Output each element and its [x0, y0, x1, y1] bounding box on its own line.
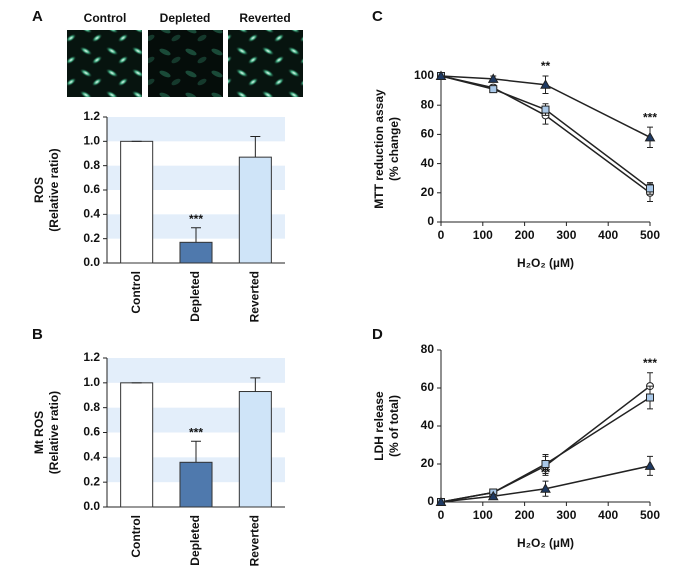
marker	[487, 73, 499, 83]
image-label: Reverted	[239, 11, 290, 25]
y-tick-label: 40	[421, 418, 435, 432]
y-axis-label: (% change)	[387, 117, 401, 181]
error-bar	[250, 377, 261, 392]
bar	[120, 140, 154, 264]
x-tick-label: 200	[515, 228, 535, 242]
y-tick-label: 80	[421, 97, 435, 111]
y-axis-label: (Relative ratio)	[47, 148, 61, 231]
y-tick-label: 0.4	[83, 207, 100, 221]
y-tick-label: 0.6	[83, 182, 100, 196]
marker	[644, 460, 656, 470]
grid-band	[107, 117, 285, 142]
series-line	[440, 465, 651, 503]
annotation: ***	[643, 356, 657, 370]
marker	[646, 393, 654, 402]
annotation: **	[541, 465, 551, 479]
marker	[541, 460, 550, 468]
marker	[489, 85, 498, 94]
y-axis-label: ROS	[32, 177, 46, 203]
y-tick-label: 0	[427, 494, 434, 508]
y-tick-label: 0.8	[83, 400, 100, 414]
error-bar	[191, 227, 201, 243]
y-tick-label: 100	[414, 68, 434, 82]
image-label: Control	[84, 11, 127, 25]
marker	[435, 496, 447, 506]
y-tick-label: 20	[421, 185, 435, 199]
y-tick-label: 0.8	[83, 158, 100, 172]
x-axis-label: H₂O₂ (µM)	[517, 256, 574, 270]
y-tick-label: 0.2	[83, 231, 100, 245]
bar	[238, 156, 272, 264]
y-tick-label: 0.2	[83, 474, 100, 488]
y-tick-label: 60	[421, 380, 435, 394]
y-tick-label: 0	[427, 214, 434, 228]
x-tick-label: 300	[556, 508, 576, 522]
y-tick-label: 1.0	[83, 134, 100, 148]
panel-label: A	[32, 8, 43, 25]
x-tick-label: 500	[640, 228, 660, 242]
marker	[646, 184, 654, 193]
y-tick-label: 1.2	[83, 109, 100, 123]
y-tick-label: 60	[421, 127, 435, 141]
micrograph	[148, 30, 223, 97]
image-label: Depleted	[160, 11, 211, 25]
y-tick-label: 40	[421, 156, 435, 170]
annotation: ***	[189, 425, 203, 439]
panel-label: D	[372, 326, 383, 343]
annotation: ***	[189, 212, 203, 226]
x-tick-label: Depleted	[188, 271, 202, 322]
error-bar	[191, 440, 201, 463]
x-tick-label: 300	[556, 228, 576, 242]
x-tick-label: 400	[598, 508, 618, 522]
series-line	[440, 75, 651, 190]
x-axis-label: H₂O₂ (µM)	[517, 536, 574, 550]
y-tick-label: 20	[421, 456, 435, 470]
x-tick-label: 0	[438, 228, 445, 242]
y-axis-label: (% of total)	[387, 395, 401, 457]
panel-label: B	[32, 326, 43, 343]
micrograph	[67, 30, 142, 97]
bar	[238, 391, 272, 508]
bar	[179, 241, 213, 264]
marker	[644, 131, 656, 142]
y-tick-label: 0.0	[83, 255, 100, 269]
x-tick-label: Control	[129, 515, 143, 558]
series-line	[440, 75, 651, 138]
marker	[435, 70, 447, 80]
x-tick-label: Reverted	[248, 271, 262, 322]
series-line	[440, 396, 651, 503]
y-axis-label: (Relative ratio)	[47, 391, 61, 474]
x-tick-label: Reverted	[248, 515, 262, 566]
x-tick-label: 400	[598, 228, 618, 242]
marker	[541, 105, 550, 114]
x-tick-label: 500	[640, 508, 660, 522]
error-bar	[250, 135, 261, 158]
annotation: ***	[643, 110, 657, 124]
x-tick-label: 100	[473, 508, 493, 522]
x-tick-label: Control	[129, 271, 143, 314]
x-tick-label: 0	[438, 508, 445, 522]
x-tick-label: Depleted	[188, 515, 202, 566]
grid-band	[107, 358, 285, 383]
x-tick-label: 100	[473, 228, 493, 242]
y-axis-label: MTT reduction assay	[372, 89, 386, 209]
x-tick-label: 200	[515, 508, 535, 522]
annotation: **	[541, 59, 551, 73]
y-tick-label: 0.6	[83, 425, 100, 439]
bar	[120, 382, 154, 508]
y-tick-label: 1.0	[83, 375, 100, 389]
y-axis-label: Mt ROS	[32, 411, 46, 454]
y-axis-label: LDH release	[372, 391, 386, 461]
panel-label: C	[372, 8, 383, 25]
y-tick-label: 0.0	[83, 499, 100, 513]
marker	[540, 79, 551, 89]
y-tick-label: 80	[421, 342, 435, 356]
micrograph	[228, 30, 303, 97]
y-tick-label: 0.4	[83, 450, 100, 464]
marker	[487, 490, 499, 501]
y-tick-label: 1.2	[83, 350, 100, 364]
bar	[179, 461, 213, 508]
marker	[540, 483, 551, 493]
